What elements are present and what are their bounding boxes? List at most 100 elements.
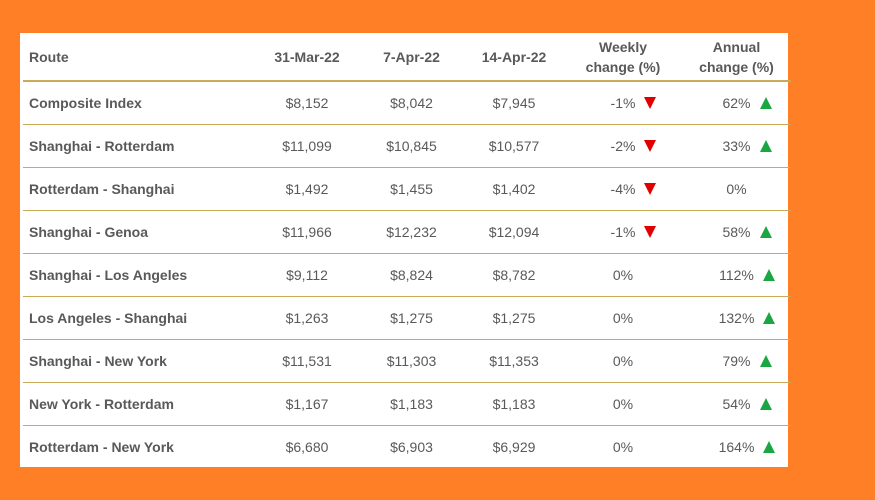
annual-change: 58% xyxy=(682,210,791,253)
annual-change: 164% xyxy=(682,425,791,468)
annual-change-value: 54% xyxy=(722,395,751,412)
weekly-change: 0% xyxy=(564,425,682,468)
rate-date-2: $1,455 xyxy=(390,180,433,197)
weekly-change-wrapper: 0% xyxy=(613,439,633,455)
rate-date-2: $8,824 xyxy=(390,266,433,283)
header-annual-line-1: Annual xyxy=(712,38,761,55)
weekly-change-wrapper: -2% xyxy=(611,138,657,154)
rate-date-2: $1,275 xyxy=(390,309,433,326)
annual-change-wrapper: 62% xyxy=(722,94,772,111)
weekly-change-wrapper: 0% xyxy=(613,396,633,412)
header-date-2: 7-Apr-22 xyxy=(359,33,464,82)
header-annual-change: Annual change (%) xyxy=(682,33,791,82)
up-triangle-icon xyxy=(759,397,772,410)
weekly-change-wrapper: 0% xyxy=(613,353,633,369)
rate-date-1: $11,099 xyxy=(282,137,332,154)
annual-change-value: 132% xyxy=(718,309,755,326)
rate-date-2: $11,303 xyxy=(386,352,437,369)
annual-change-wrapper: 79% xyxy=(722,352,772,369)
weekly-change: -2% xyxy=(564,124,682,167)
rate-date-1: $1,263 xyxy=(285,309,329,326)
table-row: Rotterdam - New York $6,680 $6,903 $6,929 0%… xyxy=(23,425,791,468)
weekly-change-value: -1% xyxy=(610,94,636,111)
annual-change-value: 62% xyxy=(722,94,751,111)
rate-date-3: $8,782 xyxy=(492,266,536,283)
up-triangle-icon xyxy=(763,440,776,453)
weekly-change-value: 0% xyxy=(612,395,634,412)
annual-change-wrapper: 33% xyxy=(722,137,772,154)
up-triangle-icon xyxy=(763,311,776,324)
weekly-change-wrapper: -4% xyxy=(610,180,657,197)
table-row: Shanghai - Genoa $11,966 $12,232 $12,094 -1%… xyxy=(23,210,791,253)
down-triangle-icon xyxy=(644,225,657,238)
rate-date-1: $6,680 xyxy=(285,438,329,455)
rate-date-2: $12,232 xyxy=(386,223,437,240)
rate-date-2: $6,903 xyxy=(390,438,433,455)
down-triangle-icon xyxy=(644,96,657,109)
route-name: Shanghai - Los Angeles xyxy=(29,266,188,283)
weekly-change: 0% xyxy=(564,382,682,425)
weekly-change-wrapper: -1% xyxy=(611,224,657,240)
header-route: Route xyxy=(23,33,255,82)
annual-change: 54% xyxy=(682,382,791,425)
route-name: New York - Rotterdam xyxy=(29,395,174,412)
route-name: Los Angeles - Shanghai xyxy=(29,309,188,326)
annual-change-value: 164% xyxy=(718,438,755,455)
up-triangle-icon xyxy=(759,139,772,152)
rate-date-2: $1,183 xyxy=(390,395,433,412)
annual-change: 112% xyxy=(682,253,791,296)
rate-date-3: $1,402 xyxy=(492,180,536,197)
weekly-change: 0% xyxy=(564,253,682,296)
rate-date-3: $7,945 xyxy=(492,94,536,111)
route-name: Rotterdam - New York xyxy=(29,438,174,455)
route-name: Shanghai - Rotterdam xyxy=(29,137,175,154)
up-triangle-icon xyxy=(759,96,772,109)
down-triangle-icon xyxy=(644,139,657,152)
weekly-change-value: -4% xyxy=(610,180,636,197)
annual-change-value: 0% xyxy=(726,180,747,197)
annual-change-wrapper: 112% xyxy=(719,266,775,283)
annual-change: 132% xyxy=(682,296,791,339)
weekly-change-value: 0% xyxy=(612,438,634,455)
table-body: Composite Index $8,152 $8,042 $7,945 -1% 62% S… xyxy=(23,81,791,468)
freight-rate-table-card: Route 31-Mar-22 7-Apr-22 14-Apr-22 Weekl… xyxy=(20,33,791,468)
header-weekly-line-1: Weekly xyxy=(599,38,647,55)
weekly-change: -1% xyxy=(564,210,682,253)
rate-date-1: $9,112 xyxy=(286,266,328,283)
weekly-change-value: 0% xyxy=(612,352,634,369)
weekly-change: -1% xyxy=(564,81,682,124)
table-row: Shanghai - Rotterdam $11,099 $10,845 $10,57… xyxy=(23,124,791,167)
weekly-change: -4% xyxy=(564,167,682,210)
rate-date-3: $1,275 xyxy=(492,309,536,326)
annual-change: 33% xyxy=(682,124,791,167)
annual-change-value: 79% xyxy=(722,352,751,369)
up-triangle-icon xyxy=(759,225,772,238)
rate-date-3: $11,353 xyxy=(489,352,539,369)
rate-date-2: $8,042 xyxy=(390,94,433,111)
annual-change-value: 33% xyxy=(722,137,751,154)
route-name: Rotterdam - Shanghai xyxy=(29,180,175,197)
rate-date-2: $10,845 xyxy=(386,137,437,154)
weekly-change-wrapper: 0% xyxy=(613,310,633,326)
freight-rate-table: Route 31-Mar-22 7-Apr-22 14-Apr-22 Weekl… xyxy=(23,33,791,468)
route-name: Composite Index xyxy=(29,94,142,111)
table-row: Composite Index $8,152 $8,042 $7,945 -1% 62% xyxy=(23,81,791,124)
annual-change-value: 58% xyxy=(722,223,751,240)
weekly-change: 0% xyxy=(564,339,682,382)
rate-date-1: $11,531 xyxy=(282,352,332,369)
annual-change-value: 112% xyxy=(719,266,754,283)
annual-change-wrapper: 0% xyxy=(726,181,746,197)
rate-date-1: $11,966 xyxy=(282,223,332,240)
up-triangle-icon xyxy=(759,354,772,367)
down-triangle-icon xyxy=(644,182,657,195)
header-annual-line-2: change (%) xyxy=(699,58,774,75)
rate-date-3: $10,577 xyxy=(488,137,540,154)
header-weekly-line-2: change (%) xyxy=(585,58,661,75)
weekly-change-value: 0% xyxy=(612,266,634,283)
annual-change-wrapper: 58% xyxy=(722,223,772,240)
annual-change-wrapper: 164% xyxy=(718,438,776,455)
table-row: Los Angeles - Shanghai $1,263 $1,275 $1,275… xyxy=(23,296,791,339)
rate-date-3: $6,929 xyxy=(492,438,536,455)
route-name: Shanghai - Genoa xyxy=(29,223,149,240)
up-triangle-icon xyxy=(762,268,775,281)
